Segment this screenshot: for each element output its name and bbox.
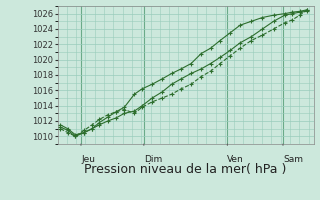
Text: Jeu: Jeu	[81, 155, 95, 164]
X-axis label: Pression niveau de la mer( hPa ): Pression niveau de la mer( hPa )	[84, 163, 287, 176]
Text: Dim: Dim	[144, 155, 162, 164]
Text: Ven: Ven	[227, 155, 244, 164]
Text: Sam: Sam	[283, 155, 303, 164]
